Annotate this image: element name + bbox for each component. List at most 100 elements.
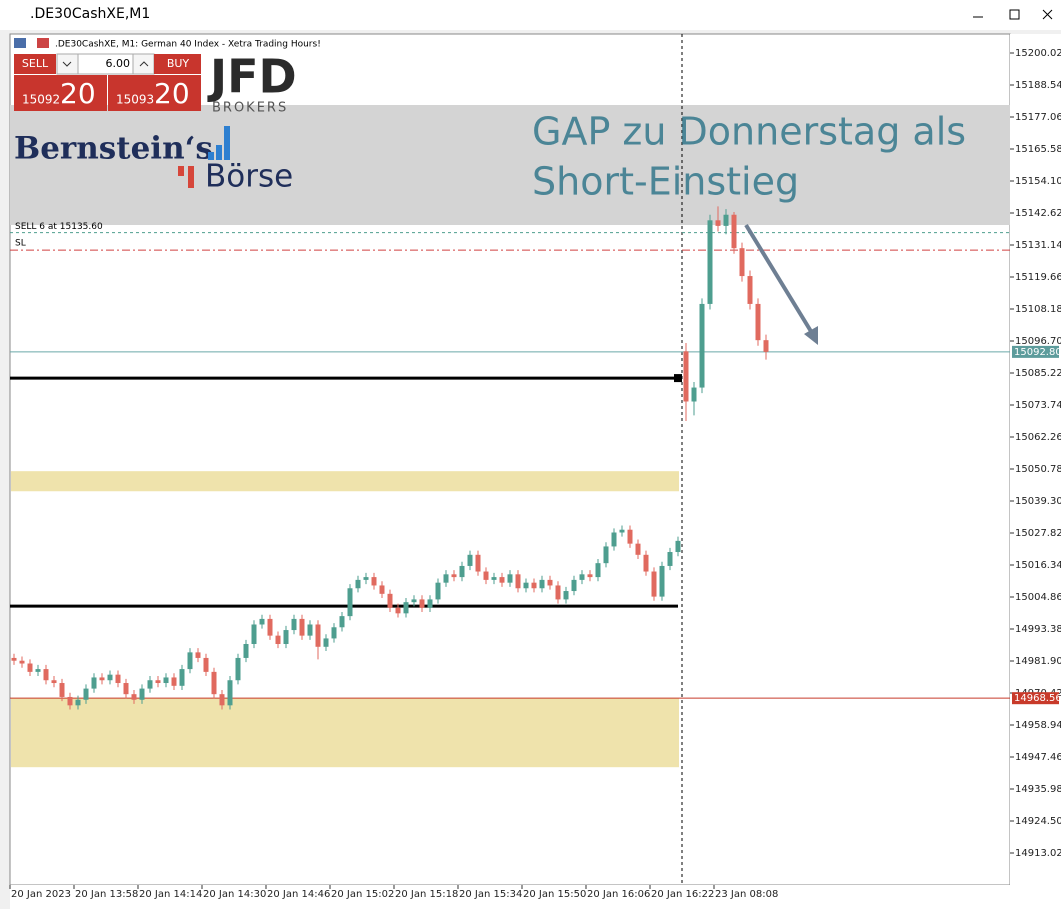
chart-header: .DE30CashXE, M1: German 40 Index - Xetra…: [55, 40, 321, 50]
candle-body: [691, 387, 697, 402]
candle-body: [371, 577, 377, 586]
candle-body: [347, 588, 353, 617]
candle-body: [507, 574, 513, 583]
close-button[interactable]: [1042, 9, 1053, 20]
candle-body: [627, 529, 633, 544]
candle-body: [211, 671, 217, 695]
candle-body: [499, 577, 505, 583]
boerse-logo: Börse: [205, 159, 293, 195]
x-tick-label: 20 Jan 14:30: [203, 889, 266, 900]
bid-box[interactable]: [14, 75, 107, 111]
candle-body: [571, 579, 577, 592]
ask-box[interactable]: [108, 75, 201, 111]
buy-button[interactable]: [154, 54, 201, 74]
candle-body: [451, 574, 457, 578]
candle-body: [611, 532, 617, 547]
candle-body: [147, 680, 153, 689]
candle-body: [307, 624, 313, 636]
candle-body: [595, 563, 601, 578]
candle-body: [419, 599, 425, 608]
line-handle: [674, 374, 682, 383]
candle-body: [587, 574, 593, 578]
y-tick-label: 15039.30: [1015, 496, 1061, 507]
maximize-button[interactable]: [1009, 9, 1020, 20]
y-tick-label: 15131.14: [1015, 240, 1061, 251]
y-tick-label: 15188.54: [1015, 80, 1061, 91]
candle-body: [683, 351, 689, 402]
candle-body: [323, 638, 329, 647]
candle-body: [747, 276, 753, 304]
bid-small: 20: [60, 77, 96, 110]
y-tick-label: 14935.98: [1015, 784, 1061, 795]
window-title: .DE30CashXE,M1: [30, 6, 150, 22]
bid-tag: [1012, 345, 1059, 358]
x-tick-label: 20 Jan 14:14: [139, 889, 202, 900]
candle-body: [315, 624, 321, 647]
candle-body: [635, 543, 641, 555]
candle-body: [331, 627, 337, 639]
candle-body: [483, 571, 489, 580]
y-tick-label: 15165.58: [1015, 144, 1061, 155]
y-tick-label: 14913.02: [1015, 848, 1061, 859]
y-tick-label: 15119.66: [1015, 272, 1061, 283]
candle-body: [27, 663, 33, 672]
zone: [11, 698, 679, 768]
y-tick-label: 15050.78: [1015, 464, 1061, 475]
y-tick-label: 14947.46: [1015, 752, 1061, 763]
y-tick-label: 15200.02: [1015, 48, 1061, 59]
time-axis: [10, 885, 1061, 909]
plot-layer: SELL 6 at 15135.60 SL: [10, 34, 1010, 885]
candle-body: [155, 680, 161, 684]
lot-up[interactable]: [132, 53, 155, 75]
candle-body: [475, 554, 481, 572]
candle-body: [395, 607, 401, 614]
candle-body: [107, 674, 113, 681]
y-tick-label: 15016.34: [1015, 560, 1061, 571]
red-line-tag: [1012, 692, 1059, 705]
sell-label: SELL: [22, 57, 49, 70]
candle-body: [203, 657, 209, 672]
candle-body: [387, 593, 393, 608]
sell-button[interactable]: [14, 54, 56, 74]
candle-body: [99, 677, 105, 681]
candle-body: [51, 680, 57, 684]
candle-body: [531, 582, 537, 589]
bid-big: 15092: [22, 93, 60, 107]
red-line-label: 14968.56: [1014, 693, 1061, 704]
candle-body: [731, 214, 737, 249]
candle-body: [179, 669, 185, 686]
candle-body: [427, 599, 433, 608]
candle-body: [707, 220, 713, 304]
x-tick-label: 20 Jan 2023: [11, 889, 71, 900]
logo-bars: [178, 126, 230, 188]
candle-body: [459, 565, 465, 578]
jfd-sub: BROKERS: [212, 101, 288, 116]
candle-body: [171, 677, 177, 686]
candle-body: [603, 546, 609, 564]
sell-label: SELL 6 at 15135.60: [15, 222, 103, 232]
price-axis: [1010, 34, 1061, 885]
candle-body: [251, 624, 257, 644]
candle-body: [555, 585, 561, 600]
candle-body: [163, 677, 169, 684]
candle-body: [643, 554, 649, 572]
candle-body: [227, 680, 233, 706]
candle-body: [83, 688, 89, 700]
annotation: Short-Einstieg: [532, 160, 799, 204]
candle-body: [467, 554, 473, 566]
candle-body: [667, 552, 673, 566]
x-tick-label: 20 Jan 16:06: [587, 889, 650, 900]
candle-body: [91, 677, 97, 689]
x-tick-label: 23 Jan 08:08: [715, 889, 778, 900]
candle-body: [131, 694, 137, 700]
candle-body: [755, 303, 761, 341]
sl-label: SL: [15, 239, 26, 249]
lot-down[interactable]: [56, 53, 79, 75]
y-tick-label: 15108.18: [1015, 304, 1061, 315]
bernstein-logo: Bernstein‘s: [14, 131, 213, 167]
x-tick-label: 20 Jan 14:46: [267, 889, 330, 900]
candle-body: [523, 582, 529, 589]
y-tick-label: 15177.06: [1015, 112, 1061, 123]
y-tick-label: 14958.94: [1015, 720, 1061, 731]
